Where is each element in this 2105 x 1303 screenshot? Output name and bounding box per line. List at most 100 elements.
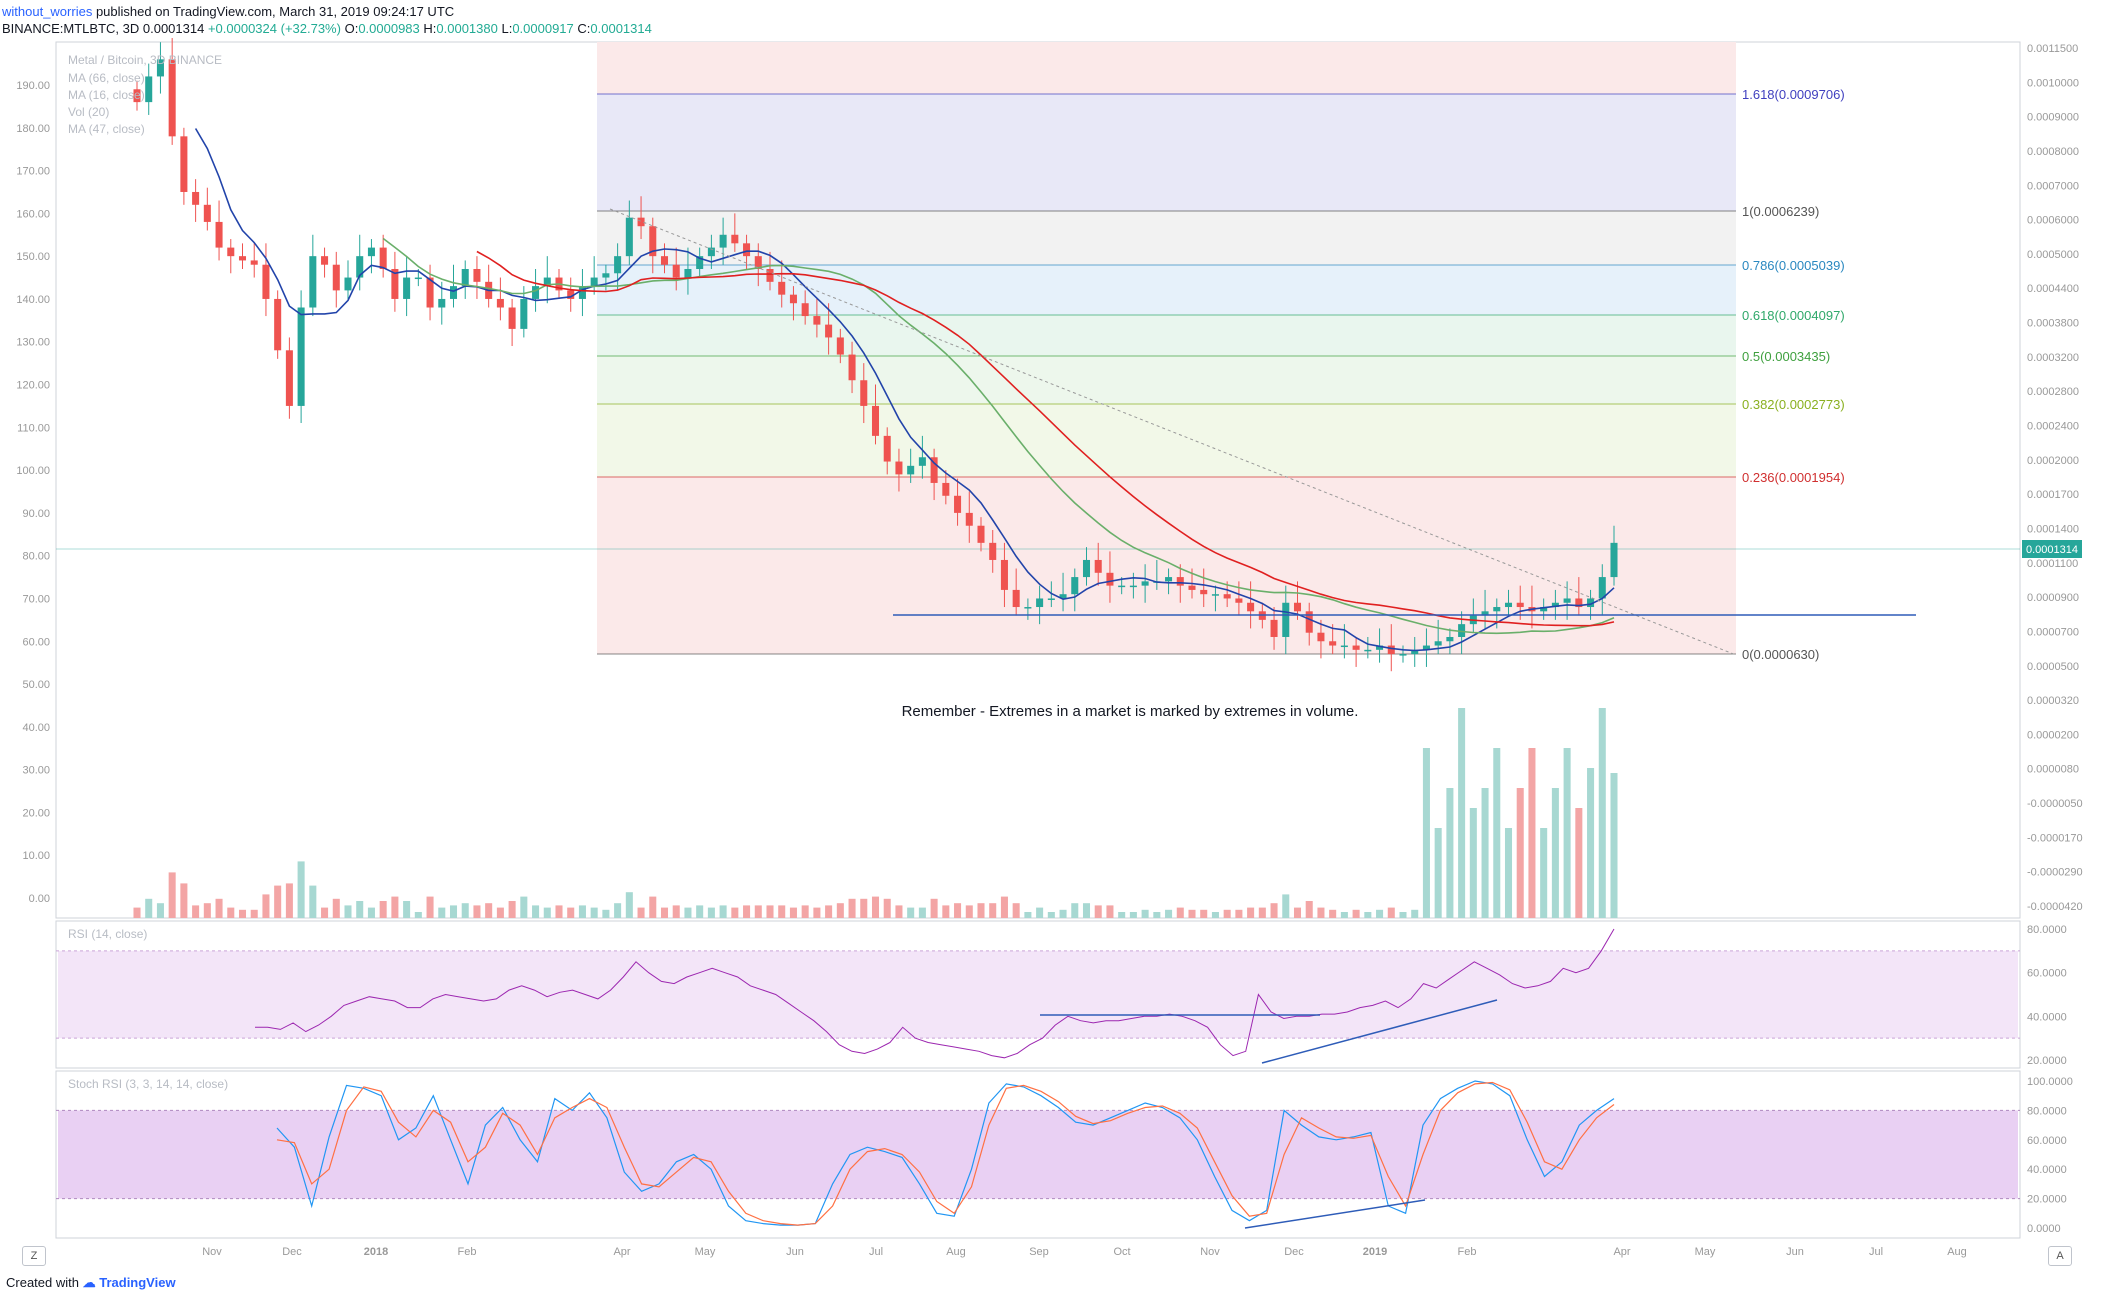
x-axis-tick: May	[1695, 1246, 1716, 1258]
volume-bar	[262, 894, 270, 918]
candle-body	[250, 260, 258, 265]
candle-body	[1247, 602, 1255, 612]
right-axis-tick: 0.0011500	[2027, 43, 2078, 55]
volume-bar	[719, 905, 727, 918]
volume-bar	[543, 907, 551, 918]
candle-body	[508, 307, 516, 329]
volume-bar	[1575, 808, 1583, 918]
volume-bar	[180, 883, 188, 918]
candle-body	[1141, 581, 1149, 586]
volume-bar	[1188, 909, 1196, 918]
last-price-tag-text: 0.0001314	[2026, 544, 2078, 556]
candle-body	[1188, 585, 1196, 590]
volume-bar	[1329, 909, 1337, 918]
tradingview-logo[interactable]: ☁ TradingView	[82, 1275, 176, 1290]
candle-body	[672, 264, 680, 278]
x-axis-tick: Sep	[1029, 1246, 1049, 1258]
candle-body	[848, 354, 856, 381]
candle-body	[1575, 598, 1583, 608]
candle-body	[520, 298, 528, 329]
volume-bar	[1153, 912, 1161, 918]
candle-body	[297, 307, 305, 406]
candle-body	[1481, 611, 1489, 616]
candle-body	[285, 350, 293, 406]
candle-body	[930, 457, 938, 483]
volume-bar	[602, 909, 610, 918]
chart-area[interactable]: 190.00 180.00 170.00 160.00 150.00 140.00 130.…	[0, 38, 2105, 1268]
volume-bar	[1000, 896, 1008, 918]
volume-bar	[379, 901, 387, 918]
candle-body	[1059, 594, 1067, 599]
chart-title: Metal / Bitcoin, 3D BINANCE	[68, 53, 222, 67]
volume-bar	[1270, 903, 1278, 918]
candle-body	[145, 76, 153, 103]
footer: Created with ☁ TradingView	[6, 1275, 176, 1291]
candle-body	[332, 264, 340, 291]
right-axis-tick: 0.0001100	[2027, 558, 2078, 570]
stoch-k-line	[276, 1080, 1615, 1226]
volume-bar	[309, 885, 317, 918]
author-link[interactable]: without_worries	[2, 4, 93, 19]
fib-label: 0(0.0000630)	[1742, 647, 1819, 662]
candle-body	[660, 256, 669, 265]
candle-body	[813, 316, 821, 325]
volume-bar	[1094, 905, 1102, 918]
volume-bar	[965, 905, 973, 918]
volume-bar	[1551, 788, 1559, 918]
volume-bar	[1141, 909, 1149, 918]
candle-body	[1504, 602, 1513, 608]
volume-bar	[1118, 912, 1126, 918]
ma-16-line	[194, 128, 1615, 652]
volume-bar	[1587, 768, 1595, 918]
volume-bar	[1106, 905, 1114, 918]
rsi-title: RSI (14, close)	[68, 927, 147, 941]
candle-body	[754, 256, 762, 269]
candle-body	[684, 268, 692, 278]
candle-body	[309, 256, 317, 308]
candle-body	[989, 542, 997, 560]
scale-left-button[interactable]: Z	[22, 1246, 46, 1266]
volume-bar	[801, 905, 809, 918]
candle-body	[1270, 619, 1278, 637]
candle-body	[156, 59, 164, 77]
fib-label: 1.618(0.0009706)	[1742, 87, 1845, 102]
volume-bar	[1387, 907, 1395, 918]
auto-scale-button[interactable]: A	[2048, 1246, 2072, 1266]
x-axis-tick: 2018	[364, 1246, 388, 1258]
candle-body	[203, 204, 211, 222]
x-axis-tick: Feb	[458, 1246, 477, 1258]
volume-bar	[836, 903, 844, 918]
volume-bar	[660, 907, 669, 918]
right-axis-tick: 0.0002800	[2027, 386, 2079, 398]
right-axis-tick: 0.0010000	[2027, 77, 2079, 89]
volume-bar	[508, 901, 516, 918]
volume-bar	[883, 898, 891, 918]
volume-bar	[367, 907, 375, 918]
x-axis-tick: Jun	[1786, 1246, 1804, 1258]
left-axis-tick: 150.00	[16, 251, 50, 263]
volume-bar	[1481, 788, 1489, 918]
volume-bar	[1516, 788, 1524, 918]
fib-label: 0.618(0.0004097)	[1742, 308, 1845, 323]
x-axis-tick: Jul	[869, 1246, 883, 1258]
candle-body	[883, 435, 891, 462]
candle-body	[426, 277, 434, 308]
right-axis-tick: 0.0002000	[2027, 455, 2079, 467]
fib-zone	[597, 477, 1736, 654]
volume-bar	[297, 861, 305, 918]
volume-bar	[496, 907, 504, 918]
volume-bar	[1071, 903, 1079, 918]
volume-bar	[1305, 901, 1313, 918]
candle-body	[1235, 598, 1243, 603]
x-axis-tick: Apr	[1613, 1246, 1630, 1258]
volume-bar	[1176, 907, 1184, 918]
candle-body	[731, 234, 739, 244]
stoch-axis-tick: 60.0000	[2027, 1135, 2067, 1147]
volume-bar	[461, 903, 469, 918]
candle-body	[1610, 542, 1618, 578]
left-axis-tick: 50.00	[22, 679, 50, 691]
candle-body	[1340, 645, 1348, 648]
candle-body	[356, 256, 364, 278]
volume-bar	[1211, 912, 1219, 918]
x-axis-tick: Aug	[1947, 1246, 1967, 1258]
